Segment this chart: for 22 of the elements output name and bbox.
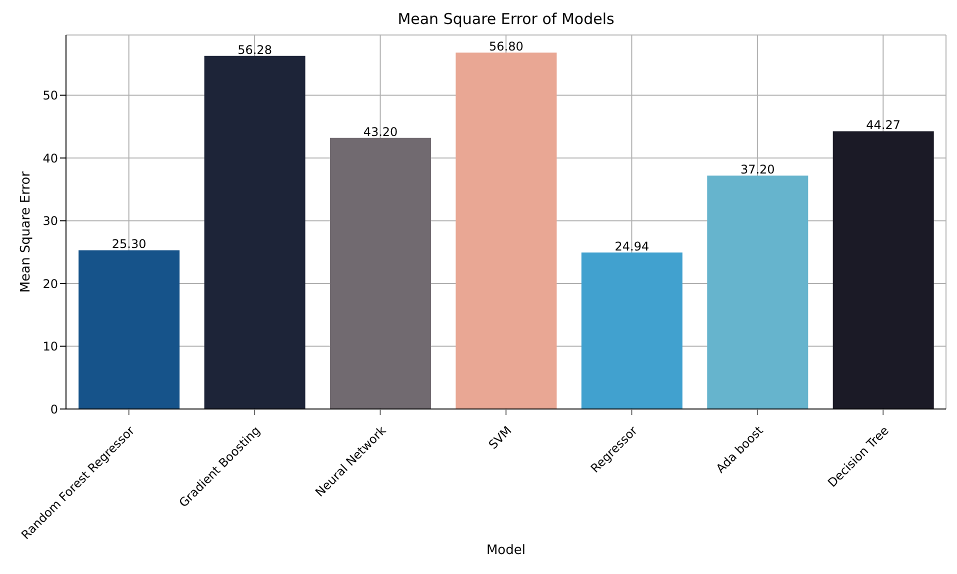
bar	[78, 250, 180, 409]
data-label: 44.27	[866, 118, 901, 132]
y-tick-label: 50	[42, 88, 58, 102]
chart-title: Mean Square Error of Models	[396, 10, 616, 28]
y-tick-label: 10	[42, 340, 58, 354]
y-tick-label: 40	[42, 151, 58, 166]
data-label: 37.20	[740, 162, 775, 177]
y-tick-label: 0	[50, 402, 58, 416]
data-label: 25.30	[112, 237, 146, 252]
x-axis-title: Model	[485, 543, 527, 558]
bar	[456, 52, 557, 409]
data-label: 56.28	[238, 42, 272, 57]
data-label: 43.20	[363, 124, 398, 139]
bar	[204, 56, 306, 409]
bar	[581, 252, 682, 409]
data-label: 56.80	[489, 40, 524, 54]
y-tick-label: 20	[42, 276, 58, 291]
y-axis-title: Mean Square Error	[18, 171, 34, 293]
y-tick-label: 30	[42, 214, 58, 228]
bar	[707, 176, 808, 409]
bar	[832, 131, 934, 409]
data-label: 24.94	[614, 239, 650, 254]
